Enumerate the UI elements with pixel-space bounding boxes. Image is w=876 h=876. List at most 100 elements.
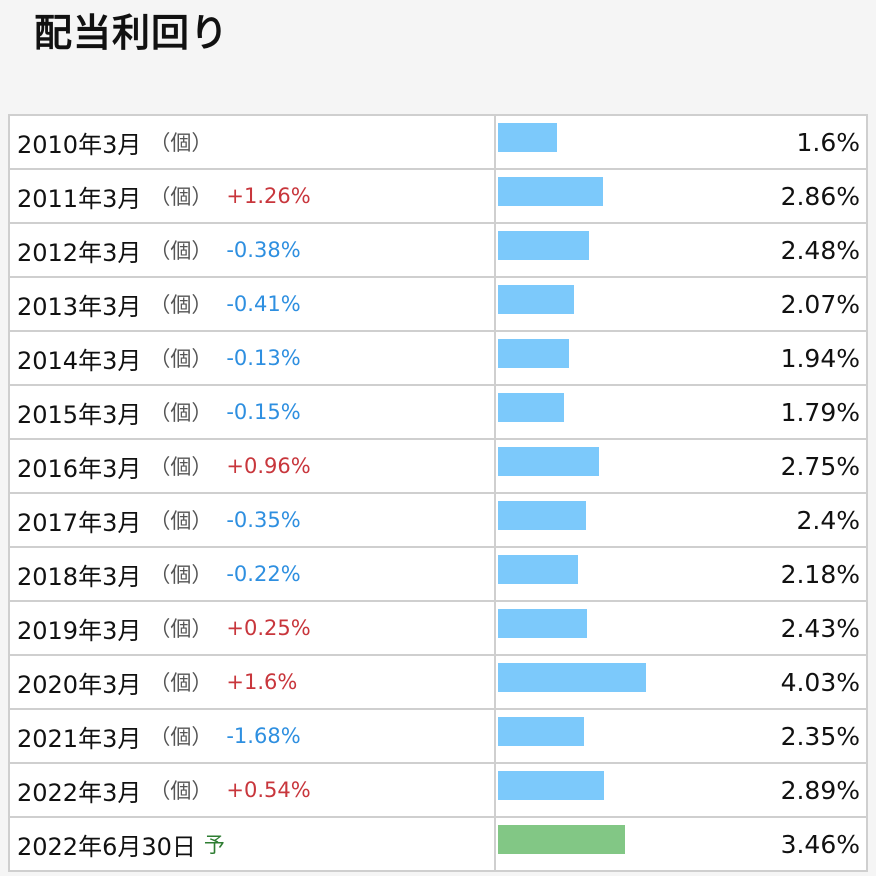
yield-value: 2.75% bbox=[780, 451, 860, 481]
period-label: 2020年3月 bbox=[17, 670, 142, 699]
change-value: +0.96% bbox=[226, 454, 311, 478]
bar-cell bbox=[498, 656, 698, 708]
yield-value: 1.94% bbox=[780, 343, 860, 373]
yield-bar bbox=[498, 231, 589, 260]
table-row: 2016年3月 （個） +0.96% 2.75% bbox=[8, 440, 868, 494]
yield-bar bbox=[498, 501, 586, 530]
unit-label: （個） bbox=[149, 779, 213, 803]
yield-value: 2.43% bbox=[780, 613, 860, 643]
table-row: 2022年3月 （個） +0.54% 2.89% bbox=[8, 764, 868, 818]
table-row: 2020年3月 （個） +1.6% 4.03% bbox=[8, 656, 868, 710]
yield-value: 1.6% bbox=[796, 127, 860, 157]
change-value: +1.26% bbox=[226, 184, 311, 208]
table-row: 2017年3月 （個） -0.35% 2.4% bbox=[8, 494, 868, 548]
yield-bar bbox=[498, 393, 564, 422]
change-value: -0.38% bbox=[226, 238, 301, 262]
period-cell: 2018年3月 （個） -0.22% bbox=[10, 548, 496, 600]
bar-cell bbox=[498, 494, 698, 546]
bar-cell bbox=[498, 116, 698, 168]
table-row: 2014年3月 （個） -0.13% 1.94% bbox=[8, 332, 868, 386]
period-label: 2014年3月 bbox=[17, 346, 142, 375]
yield-value: 2.07% bbox=[780, 289, 860, 319]
unit-label: （個） bbox=[149, 725, 213, 749]
unit-label: （個） bbox=[149, 563, 213, 587]
period-cell: 2010年3月 （個） bbox=[10, 116, 496, 168]
yield-bar bbox=[498, 609, 587, 638]
yield-value: 4.03% bbox=[780, 667, 860, 697]
unit-label: （個） bbox=[149, 293, 213, 317]
bar-cell bbox=[498, 764, 698, 816]
yield-value: 2.35% bbox=[780, 721, 860, 751]
bar-cell bbox=[498, 440, 698, 492]
yield-value: 2.89% bbox=[780, 775, 860, 805]
yield-bar bbox=[498, 717, 584, 746]
unit-label: （個） bbox=[149, 671, 213, 695]
bar-cell bbox=[498, 332, 698, 384]
bar-cell bbox=[498, 818, 698, 870]
table-row: 2013年3月 （個） -0.41% 2.07% bbox=[8, 278, 868, 332]
page-title: 配当利回り bbox=[34, 11, 230, 55]
period-cell: 2012年3月 （個） -0.38% bbox=[10, 224, 496, 276]
bar-cell bbox=[498, 224, 698, 276]
change-value: +1.6% bbox=[226, 670, 298, 694]
period-label: 2013年3月 bbox=[17, 292, 142, 321]
bar-cell bbox=[498, 602, 698, 654]
yield-bar bbox=[498, 285, 574, 314]
period-label: 2021年3月 bbox=[17, 724, 142, 753]
table-row: 2021年3月 （個） -1.68% 2.35% bbox=[8, 710, 868, 764]
table-row: 2010年3月 （個） 1.6% bbox=[8, 116, 868, 170]
period-cell: 2021年3月 （個） -1.68% bbox=[10, 710, 496, 762]
period-label: 2010年3月 bbox=[17, 130, 142, 159]
bar-cell bbox=[498, 548, 698, 600]
change-value: -0.41% bbox=[226, 292, 301, 316]
forecast-yield-bar bbox=[498, 825, 625, 854]
table-row: 2011年3月 （個） +1.26% 2.86% bbox=[8, 170, 868, 224]
period-cell: 2020年3月 （個） +1.6% bbox=[10, 656, 496, 708]
period-label: 2015年3月 bbox=[17, 400, 142, 429]
period-cell: 2022年6月30日予 bbox=[10, 818, 496, 870]
unit-label: （個） bbox=[149, 239, 213, 263]
yield-bar bbox=[498, 555, 578, 584]
yield-bar bbox=[498, 447, 599, 476]
period-label: 2011年3月 bbox=[17, 184, 142, 213]
table-row: 2012年3月 （個） -0.38% 2.48% bbox=[8, 224, 868, 278]
period-cell: 2013年3月 （個） -0.41% bbox=[10, 278, 496, 330]
period-cell: 2019年3月 （個） +0.25% bbox=[10, 602, 496, 654]
period-cell: 2022年3月 （個） +0.54% bbox=[10, 764, 496, 816]
change-value: -1.68% bbox=[226, 724, 301, 748]
unit-label: （個） bbox=[149, 131, 213, 155]
bar-cell bbox=[498, 278, 698, 330]
table-row: 2015年3月 （個） -0.15% 1.79% bbox=[8, 386, 868, 440]
unit-label: （個） bbox=[149, 347, 213, 371]
period-label: 2017年3月 bbox=[17, 508, 142, 537]
period-label: 2018年3月 bbox=[17, 562, 142, 591]
period-label: 2022年3月 bbox=[17, 778, 142, 807]
bar-cell bbox=[498, 710, 698, 762]
change-value: -0.13% bbox=[226, 346, 301, 370]
change-value: -0.15% bbox=[226, 400, 301, 424]
period-cell: 2016年3月 （個） +0.96% bbox=[10, 440, 496, 492]
unit-label: （個） bbox=[149, 509, 213, 533]
yield-value: 1.79% bbox=[780, 397, 860, 427]
yield-value: 2.48% bbox=[780, 235, 860, 265]
forecast-badge: 予 bbox=[203, 833, 225, 857]
yield-bar bbox=[498, 339, 569, 368]
period-label: 2019年3月 bbox=[17, 616, 142, 645]
period-label: 2022年6月30日 bbox=[17, 832, 196, 861]
period-cell: 2014年3月 （個） -0.13% bbox=[10, 332, 496, 384]
bar-cell bbox=[498, 386, 698, 438]
table-row: 2019年3月 （個） +0.25% 2.43% bbox=[8, 602, 868, 656]
period-cell: 2017年3月 （個） -0.35% bbox=[10, 494, 496, 546]
yield-bar bbox=[498, 123, 557, 152]
table-row: 2022年6月30日予 3.46% bbox=[8, 818, 868, 872]
unit-label: （個） bbox=[149, 455, 213, 479]
yield-bar bbox=[498, 663, 646, 692]
dividend-yield-table: 2010年3月 （個） 1.6% 2011年3月 （個） +1.26% 2.86% 2012年… bbox=[8, 114, 868, 872]
yield-value: 2.18% bbox=[780, 559, 860, 589]
change-value: +0.25% bbox=[226, 616, 311, 640]
yield-value: 2.86% bbox=[780, 181, 860, 211]
change-value: +0.54% bbox=[226, 778, 311, 802]
unit-label: （個） bbox=[149, 617, 213, 641]
yield-bar bbox=[498, 177, 603, 206]
yield-bar bbox=[498, 771, 604, 800]
